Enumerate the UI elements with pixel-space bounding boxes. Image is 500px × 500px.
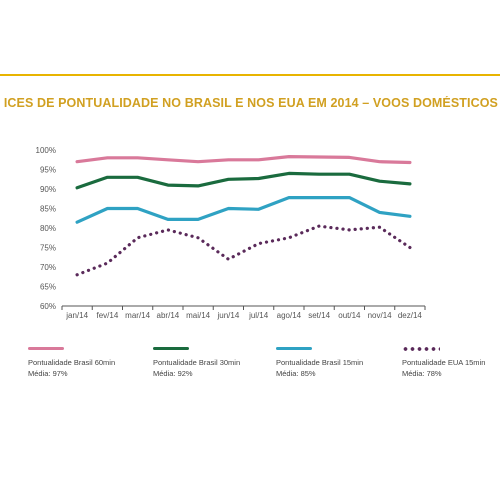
y-tick-label: 65%: [40, 283, 56, 292]
legend-label-brasil-15: Pontualidade Brasil 15min: [276, 358, 364, 367]
x-tick-label: nov/14: [368, 311, 393, 320]
series-line-pontualidade-eua-15min: [75, 224, 412, 277]
legend-swatch-brasil-15: [276, 347, 312, 350]
x-tick-label: jan/14: [65, 311, 88, 320]
legend-label-brasil-30: Pontualidade Brasil 30min: [153, 358, 241, 367]
series-line-pontualidade-brasil-15min: [75, 196, 412, 224]
x-tick-label: set/14: [308, 311, 330, 320]
x-tick-label: jul/14: [248, 311, 269, 320]
legend-average-brasil-60: Média: 97%: [28, 369, 68, 378]
legend-swatch-brasil-60: [28, 347, 64, 350]
legend-item-brasil-60: Pontualidade Brasil 60min Média: 97%: [28, 347, 115, 379]
x-tick-label: mai/14: [186, 311, 211, 320]
legend-item-brasil-30: Pontualidade Brasil 30min Média: 92%: [153, 347, 240, 379]
chart-title: ICES DE PONTUALIDADE NO BRASIL E NOS EUA…: [3, 96, 498, 110]
series-lines: [75, 155, 412, 277]
title-rule: [0, 74, 500, 76]
x-tick-label: jun/14: [216, 311, 239, 320]
x-tick-label: out/14: [338, 311, 361, 320]
y-tick-label: 80%: [40, 224, 56, 233]
y-axis: 100% 95% 90% 85% 80% 75% 70% 65% 60%: [36, 146, 56, 311]
y-tick-label: 60%: [40, 302, 56, 311]
y-tick-label: 100%: [36, 146, 56, 155]
legend-swatch-brasil-30: [153, 347, 189, 350]
legend-label-brasil-60: Pontualidade Brasil 60min: [28, 358, 116, 367]
legend-swatch-eua-15: [402, 347, 440, 351]
x-tick-label: dez/14: [398, 311, 423, 320]
y-tick-label: 70%: [40, 263, 56, 272]
x-tick-label: fev/14: [96, 311, 118, 320]
y-tick-label: 95%: [40, 166, 56, 175]
y-tick-label: 85%: [40, 205, 56, 214]
chart-title-container: ICES DE PONTUALIDADE NO BRASIL E NOS EUA…: [0, 96, 500, 116]
x-axis: jan/14 fev/14 mar/14 abr/14 mai/14 jun/14 jul/…: [61, 305, 426, 320]
x-tick-label: abr/14: [157, 311, 180, 320]
legend-item-brasil-15: Pontualidade Brasil 15min Média: 85%: [276, 347, 363, 379]
x-tick-label: ago/14: [277, 311, 302, 320]
series-line-pontualidade-brasil-30min: [75, 171, 412, 190]
legend-average-eua-15: Média: 78%: [402, 369, 442, 378]
series-line-pontualidade-brasil-60min: [75, 155, 412, 165]
y-tick-label: 75%: [40, 244, 56, 253]
legend-average-brasil-30: Média: 92%: [153, 369, 193, 378]
legend-item-eua-15: Pontualidade EUA 15min Média: 78%: [402, 347, 485, 379]
y-tick-label: 90%: [40, 185, 56, 194]
legend-average-brasil-15: Média: 85%: [276, 369, 316, 378]
x-tick-label: mar/14: [125, 311, 150, 320]
legend-label-eua-15: Pontualidade EUA 15min: [402, 358, 486, 367]
